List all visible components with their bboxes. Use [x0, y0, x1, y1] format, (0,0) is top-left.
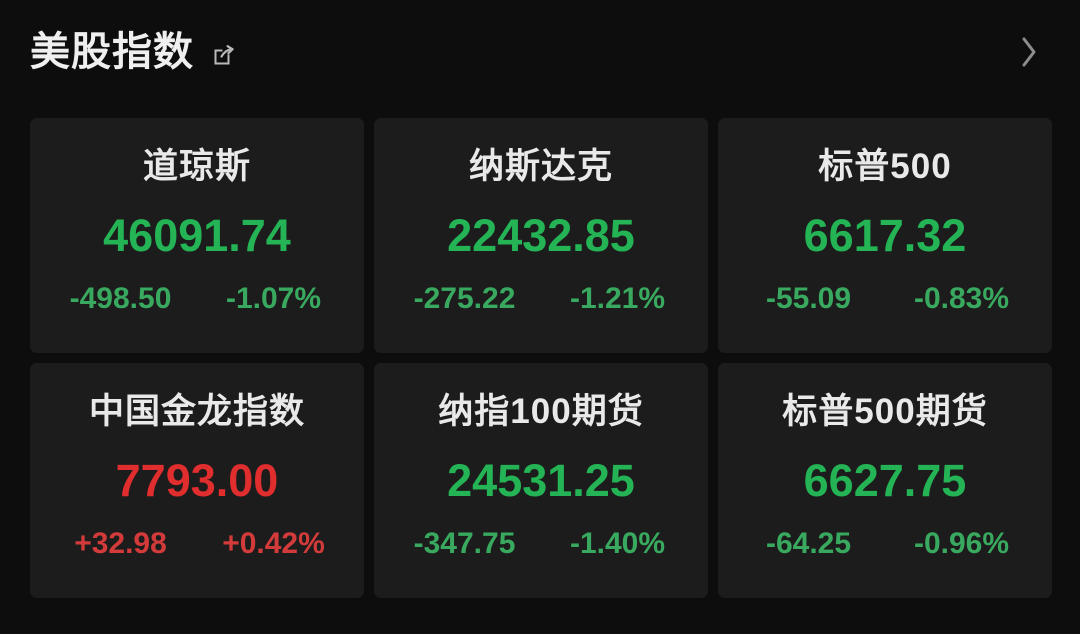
- index-change-pct: -1.07%: [225, 281, 322, 315]
- index-name: 标普500期货: [782, 392, 988, 431]
- index-change-abs: -498.50: [69, 281, 172, 315]
- index-card[interactable]: 标普500期货 6627.75 -64.25 -0.96%: [718, 363, 1052, 598]
- external-link-icon[interactable]: [210, 41, 238, 69]
- index-price: 6617.32: [803, 209, 967, 261]
- index-name: 纳斯达克: [468, 147, 613, 186]
- index-price: 24531.25: [447, 454, 635, 506]
- index-change-pct: +0.42%: [222, 526, 325, 560]
- page-title: 美股指数: [30, 30, 194, 74]
- index-delta-row: -347.75 -1.40%: [374, 526, 708, 560]
- index-name: 道琼斯: [142, 147, 251, 186]
- index-card-grid: 道琼斯 46091.74 -498.50 -1.07% 纳斯达克 22432.8…: [30, 118, 1052, 598]
- index-card[interactable]: 标普500 6617.32 -55.09 -0.83%: [718, 118, 1052, 353]
- index-delta-row: -64.25 -0.96%: [718, 526, 1052, 560]
- index-card[interactable]: 纳指100期货 24531.25 -347.75 -1.40%: [374, 363, 708, 598]
- index-name: 标普500: [818, 147, 952, 186]
- index-card[interactable]: 中国金龙指数 7793.00 +32.98 +0.42%: [30, 363, 364, 598]
- index-name: 中国金龙指数: [88, 392, 305, 431]
- index-price: 22432.85: [447, 209, 635, 261]
- chevron-right-icon[interactable]: [1012, 30, 1046, 74]
- index-change-abs: -275.22: [413, 281, 516, 315]
- index-delta-row: +32.98 +0.42%: [30, 526, 364, 560]
- index-delta-row: -275.22 -1.21%: [374, 281, 708, 315]
- index-change-abs: -347.75: [413, 526, 516, 560]
- index-delta-row: -498.50 -1.07%: [30, 281, 364, 315]
- index-change-abs: -64.25: [765, 526, 852, 560]
- index-change-abs: +32.98: [74, 526, 167, 560]
- index-change-abs: -55.09: [765, 281, 852, 315]
- panel-header-left: 美股指数: [30, 32, 1012, 72]
- index-change-pct: -1.40%: [569, 526, 666, 560]
- index-price: 7793.00: [115, 454, 279, 506]
- panel-header[interactable]: 美股指数: [0, 0, 1080, 104]
- index-price: 6627.75: [803, 454, 967, 506]
- index-name: 纳指100期货: [438, 392, 644, 431]
- index-change-pct: -0.96%: [913, 526, 1010, 560]
- index-card[interactable]: 纳斯达克 22432.85 -275.22 -1.21%: [374, 118, 708, 353]
- index-delta-row: -55.09 -0.83%: [718, 281, 1052, 315]
- index-change-pct: -1.21%: [569, 281, 666, 315]
- index-change-pct: -0.83%: [913, 281, 1010, 315]
- index-card[interactable]: 道琼斯 46091.74 -498.50 -1.07%: [30, 118, 364, 353]
- index-price: 46091.74: [103, 209, 291, 261]
